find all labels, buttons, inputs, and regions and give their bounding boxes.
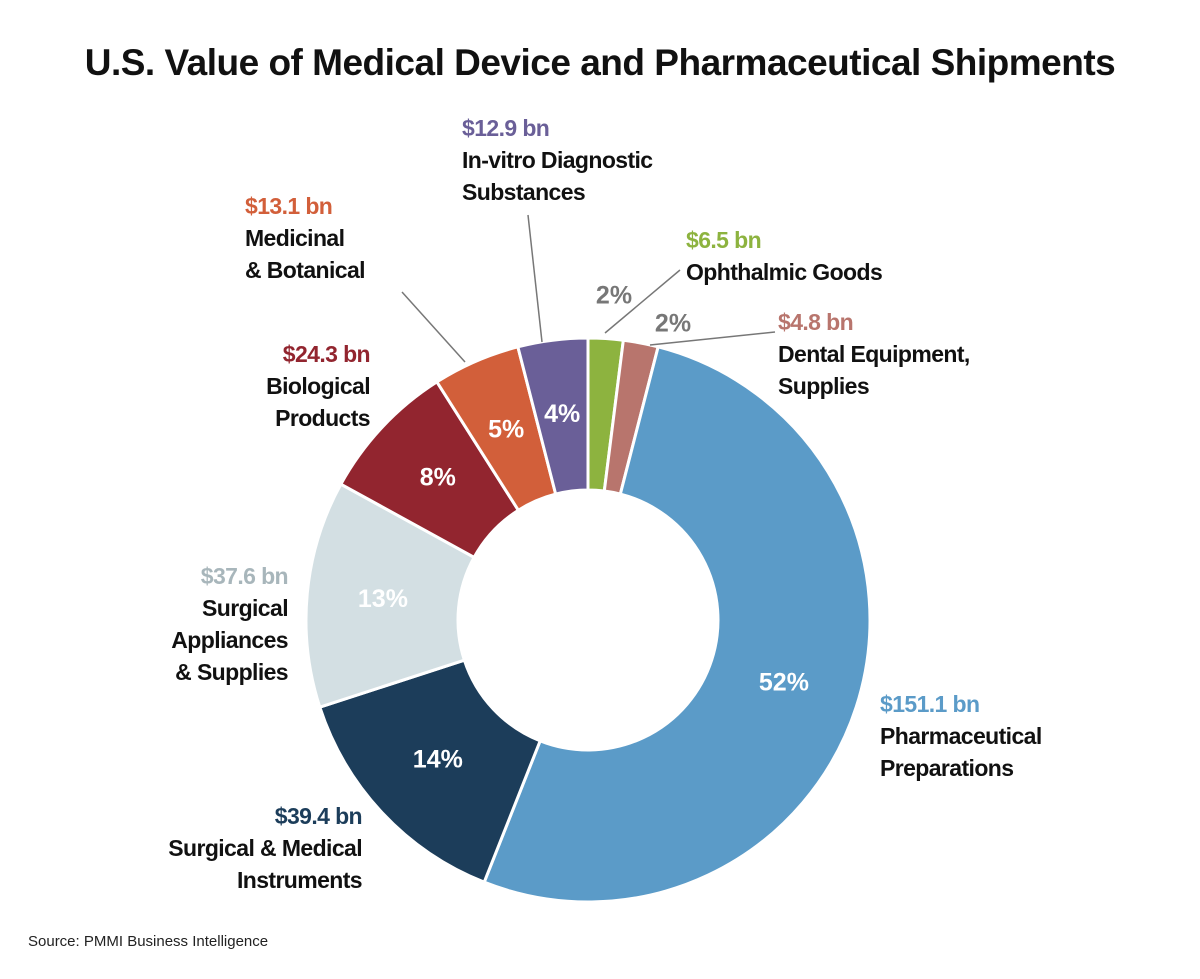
amount-label: $6.5 bn (686, 227, 762, 253)
amount-label: $12.9 bn (462, 115, 550, 141)
category-label: Surgical & Medical Instruments (168, 835, 362, 893)
category-block: $6.5 bn Ophthalmic Goods (686, 224, 883, 288)
category-block: $4.8 bn Dental Equipment, Supplies (778, 306, 970, 402)
value-label: 8% (420, 464, 456, 492)
category-block: $24.3 bn Biological Products (266, 338, 371, 434)
category-label: Pharmaceutical Preparations (880, 723, 1042, 781)
source: Source: PMMI Business Intelligence (28, 933, 269, 950)
chart-title: U.S. Value of Medical Device and Pharmac… (84, 42, 1116, 83)
amount-label: $39.4 bn (274, 803, 363, 829)
value-label: 5% (488, 416, 524, 444)
amount-label: $4.8 bn (778, 309, 854, 335)
leader-line (604, 269, 681, 334)
slice (304, 482, 477, 710)
category-block: $12.9 bn In-vitro Diagnostic Substances (462, 112, 653, 208)
category-label: Biological Products (266, 373, 371, 431)
value-label: 14% (413, 746, 463, 774)
slice (482, 345, 872, 904)
category-label: Medicinal & Botanical (245, 225, 366, 283)
category-label: Ophthalmic Goods (686, 259, 883, 285)
category-block: $37.6 bn Surgical Appliances & Supplies (171, 560, 288, 688)
slice (516, 336, 590, 496)
amount-label: $24.3 bn (282, 341, 371, 367)
leader-line (527, 214, 543, 343)
value-label: 2% (655, 310, 691, 338)
slice (317, 658, 543, 885)
category-block: $13.1 bn Medicinal & Botanical (245, 190, 366, 286)
category-block: $39.4 bn Surgical & Medical Instruments (168, 800, 362, 896)
category-block: $151.1 bn Pharmaceutical Preparations (880, 688, 1042, 784)
category-label: Dental Equipment, Supplies (778, 341, 970, 399)
amount-label: $37.6 bn (200, 563, 289, 589)
amount-label: $13.1 bn (245, 193, 333, 219)
category-label: Surgical Appliances & Supplies (171, 595, 288, 685)
amount-label: $151.1 bn (880, 691, 980, 717)
value-label: 52% (759, 668, 809, 696)
value-label: 13% (358, 585, 408, 613)
leader-line (649, 331, 776, 346)
category-label: In-vitro Diagnostic Substances (462, 147, 653, 205)
value-label: 2% (596, 282, 632, 310)
leader-line (401, 291, 466, 363)
value-label: 4% (544, 400, 580, 428)
